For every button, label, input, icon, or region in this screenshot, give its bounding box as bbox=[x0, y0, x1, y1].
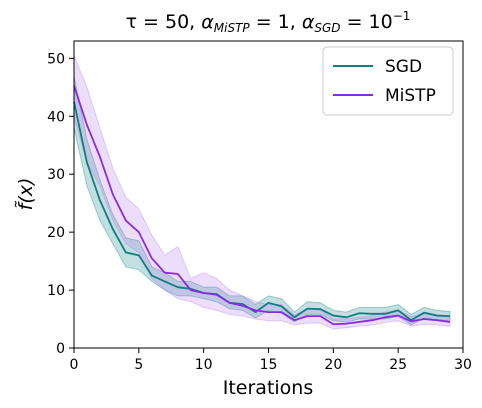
x-tick-label: 5 bbox=[134, 357, 143, 373]
legend-label-sgd: SGD bbox=[385, 57, 422, 77]
y-tick-label: 10 bbox=[47, 283, 65, 299]
band-sgd bbox=[73, 75, 451, 326]
series-lines bbox=[73, 85, 451, 326]
x-tick-label: 10 bbox=[195, 357, 213, 373]
y-tick-label: 50 bbox=[47, 51, 65, 67]
confidence-bands bbox=[73, 55, 451, 330]
x-tick-label: 25 bbox=[389, 357, 407, 373]
x-axis-ticks: 0 5 10 15 20 25 30 bbox=[70, 348, 472, 373]
legend-box bbox=[322, 46, 454, 116]
y-axis-label: f̃(x) bbox=[15, 178, 37, 211]
legend-label-mistp: MiSTP bbox=[385, 86, 436, 106]
x-tick-label: 20 bbox=[324, 357, 342, 373]
line-mistp bbox=[73, 85, 451, 326]
band-mistp bbox=[73, 55, 451, 330]
y-tick-label: 30 bbox=[47, 167, 65, 183]
legend: SGD MiSTP bbox=[322, 46, 454, 116]
y-tick-label: 40 bbox=[47, 109, 65, 125]
x-tick-label: 15 bbox=[260, 357, 278, 373]
line-sgd bbox=[73, 101, 451, 322]
x-axis-label: Iterations bbox=[223, 377, 314, 399]
y-axis-ticks: 0 10 20 30 40 50 bbox=[47, 51, 74, 357]
y-tick-label: 20 bbox=[47, 225, 65, 241]
x-tick-label: 30 bbox=[454, 357, 472, 373]
y-tick-label: 0 bbox=[56, 341, 65, 357]
x-tick-label: 0 bbox=[70, 357, 79, 373]
chart-title: τ = 50, αMiSTP = 1, αSGD = 10−1 bbox=[126, 9, 411, 35]
